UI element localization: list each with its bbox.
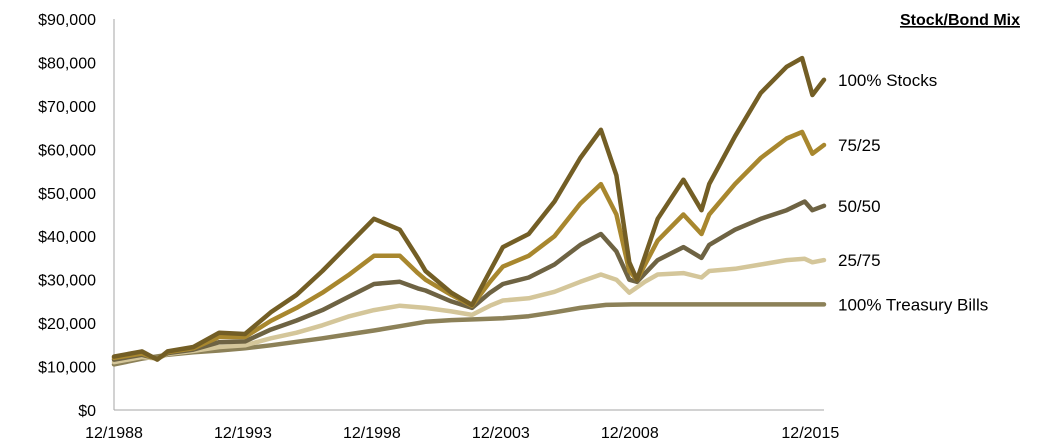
y-tick-label: $70,000 bbox=[38, 99, 96, 116]
y-tick-label: $60,000 bbox=[38, 142, 96, 159]
series-line-25-75 bbox=[111, 256, 827, 365]
series-label: 50/50 bbox=[838, 197, 881, 216]
legend-title: Stock/Bond Mix bbox=[900, 12, 1020, 29]
series-label: 100% Stocks bbox=[838, 71, 937, 90]
series-line-100-treasury-bills bbox=[111, 302, 827, 367]
x-tick-label: 12/1988 bbox=[85, 425, 143, 442]
y-tick-label: $40,000 bbox=[38, 229, 96, 246]
y-tick-label: $0 bbox=[78, 403, 96, 420]
x-tick-label: 12/2015 bbox=[781, 425, 839, 442]
y-axis-tick-labels: $0 $10,000 $20,000 $30,000 $40,000 $50,000 $60… bbox=[38, 12, 96, 420]
y-tick-label: $10,000 bbox=[38, 360, 96, 377]
series-labels: 100% Treasury Bills 25/75 50/50 75/25 100% S… bbox=[838, 71, 988, 315]
y-tick-label: $50,000 bbox=[38, 186, 96, 203]
x-tick-label: 12/1998 bbox=[343, 425, 401, 442]
y-tick-label: $30,000 bbox=[38, 273, 96, 290]
series-label: 25/75 bbox=[838, 251, 881, 270]
x-tick-label: 12/2008 bbox=[601, 425, 659, 442]
x-tick-label: 12/2003 bbox=[472, 425, 530, 442]
series-label: 75/25 bbox=[838, 136, 881, 155]
series-line-50-50 bbox=[111, 199, 827, 362]
series-line-75-25 bbox=[111, 129, 827, 362]
series-lines bbox=[111, 55, 827, 367]
series-label: 100% Treasury Bills bbox=[838, 295, 988, 314]
series-line-100-stocks bbox=[111, 55, 827, 362]
y-tick-label: $90,000 bbox=[38, 12, 96, 29]
y-tick-label: $20,000 bbox=[38, 316, 96, 333]
y-tick-label: $80,000 bbox=[38, 55, 96, 72]
x-axis-tick-labels: 12/1988 12/1993 12/1998 12/2003 12/2008 12/20… bbox=[85, 425, 839, 442]
x-tick-label: 12/1993 bbox=[214, 425, 272, 442]
